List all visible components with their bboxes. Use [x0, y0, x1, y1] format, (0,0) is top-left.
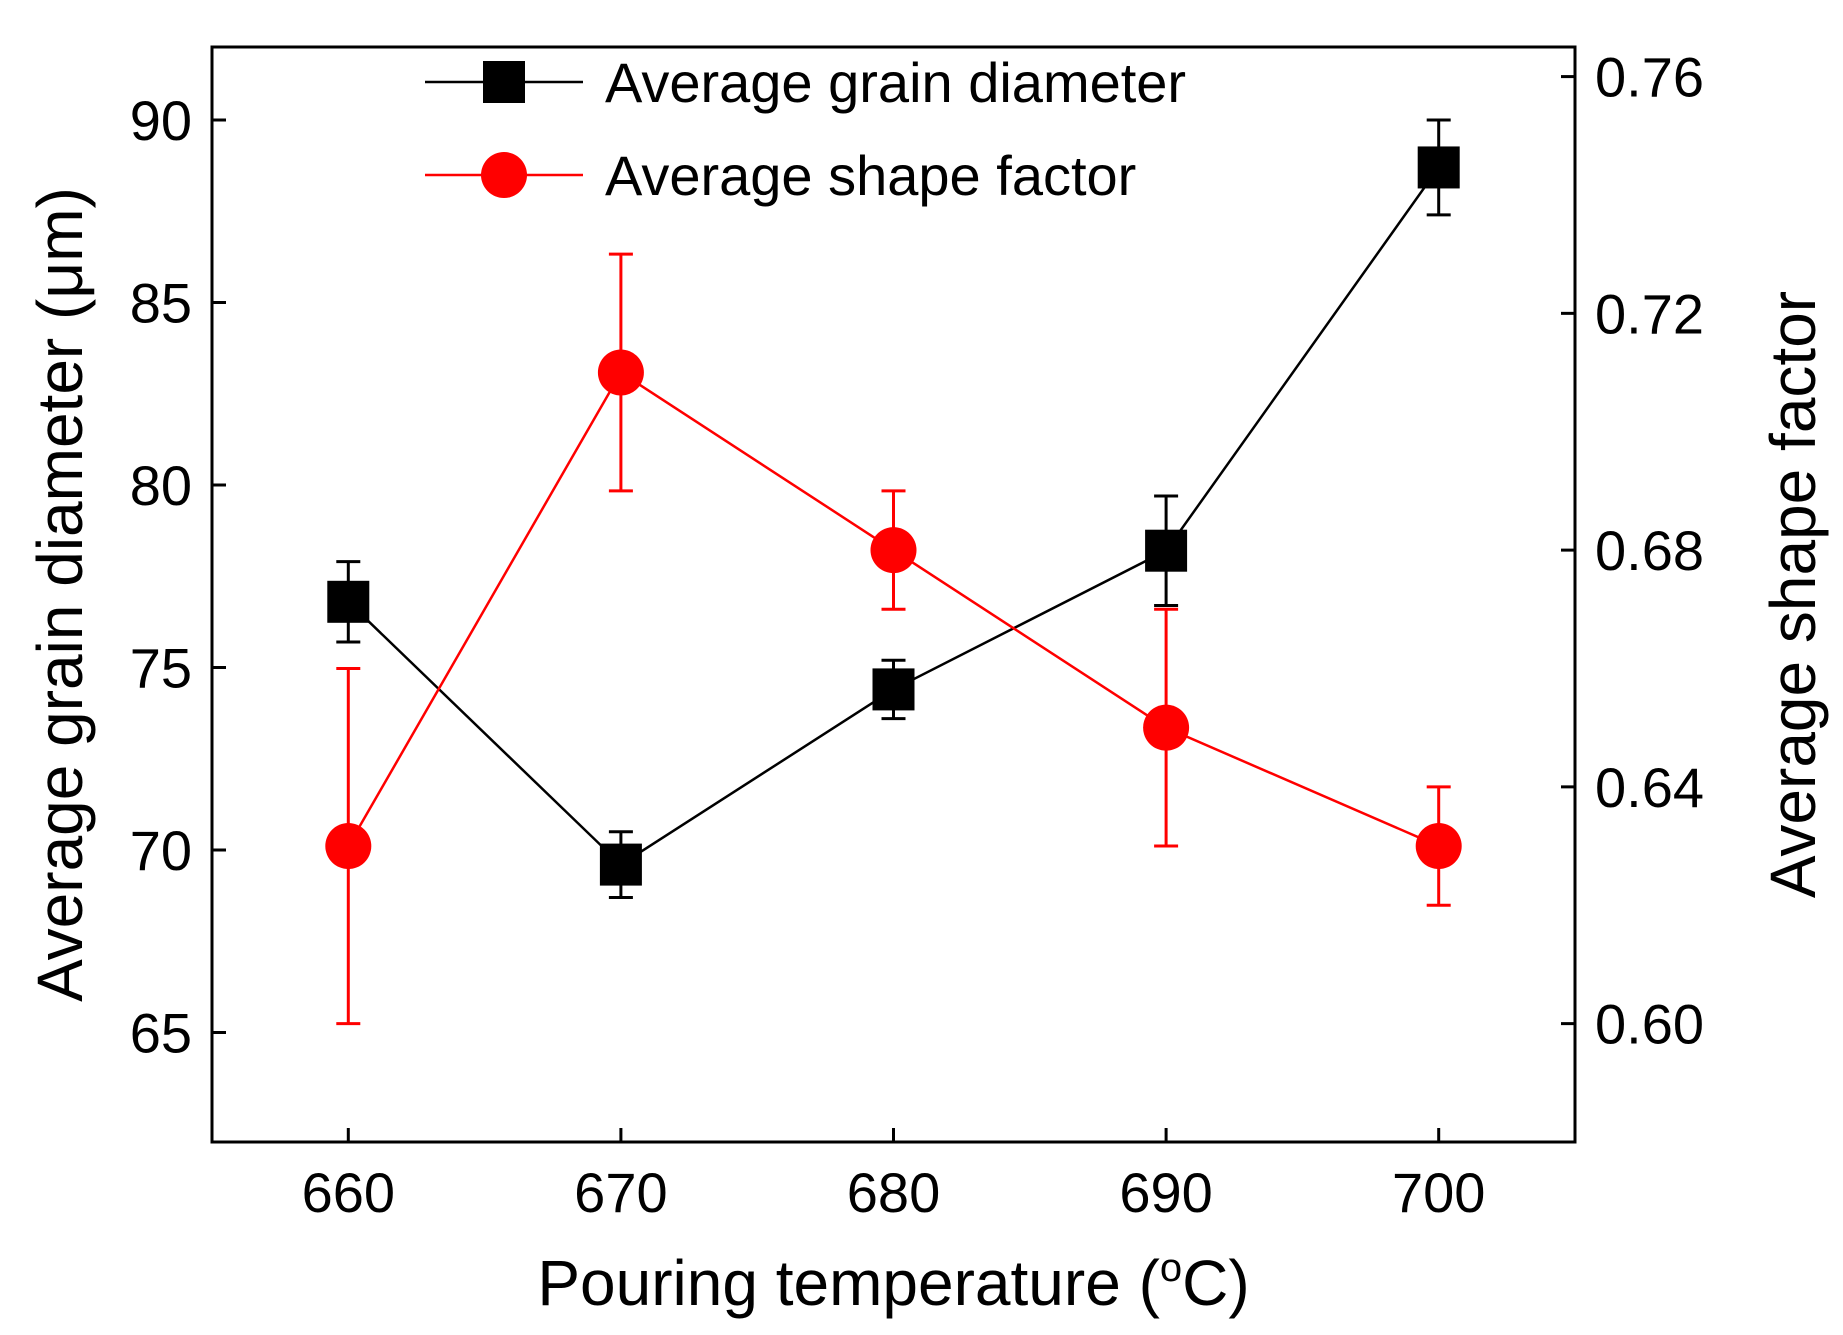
legend-label: Average grain diameter [605, 51, 1186, 114]
y-left-tick-label: 75 [130, 637, 192, 700]
data-point-circle [325, 823, 372, 870]
x-axis-title-suffix: C) [1182, 1247, 1250, 1319]
y-right-tick-label: 0.64 [1595, 756, 1704, 819]
data-point-circle [597, 349, 644, 396]
y-left-axis-title: Average grain diameter (μm) [24, 187, 96, 1002]
x-tick-label: 700 [1392, 1161, 1485, 1224]
y-left-tick-label: 65 [130, 1002, 192, 1065]
data-point-square [327, 580, 370, 623]
x-axis-title: Pouring temperature (oC) [537, 1246, 1249, 1319]
data-point-circle [1143, 704, 1190, 751]
x-tick-label: 690 [1119, 1161, 1212, 1224]
legend-label: Average shape factor [605, 144, 1136, 207]
y-right-axis-title: Average shape factor [1757, 291, 1829, 898]
y-left-tick-label: 80 [130, 454, 192, 517]
y-left-tick-label: 85 [130, 272, 192, 335]
data-point-square [599, 843, 642, 886]
y-left-tick-label: 70 [130, 819, 192, 882]
legend-marker-square [483, 61, 525, 103]
data-point-square [1417, 146, 1460, 189]
y-right-tick-label: 0.68 [1595, 519, 1704, 582]
x-axis-title-prefix: Pouring temperature ( [537, 1247, 1160, 1319]
x-axis-title-superscript: o [1160, 1246, 1182, 1290]
data-point-circle [870, 527, 917, 574]
data-point-square [1145, 529, 1188, 572]
x-tick-label: 680 [847, 1161, 940, 1224]
data-point-circle [1415, 823, 1462, 870]
legend-marker-circle [481, 152, 527, 198]
data-point-square [872, 668, 915, 711]
y-right-tick-label: 0.60 [1595, 993, 1704, 1056]
x-tick-label: 660 [302, 1161, 395, 1224]
x-tick-label: 670 [574, 1161, 667, 1224]
y-left-tick-label: 90 [130, 89, 192, 152]
y-right-tick-label: 0.72 [1595, 282, 1704, 345]
y-right-tick-label: 0.76 [1595, 46, 1704, 109]
